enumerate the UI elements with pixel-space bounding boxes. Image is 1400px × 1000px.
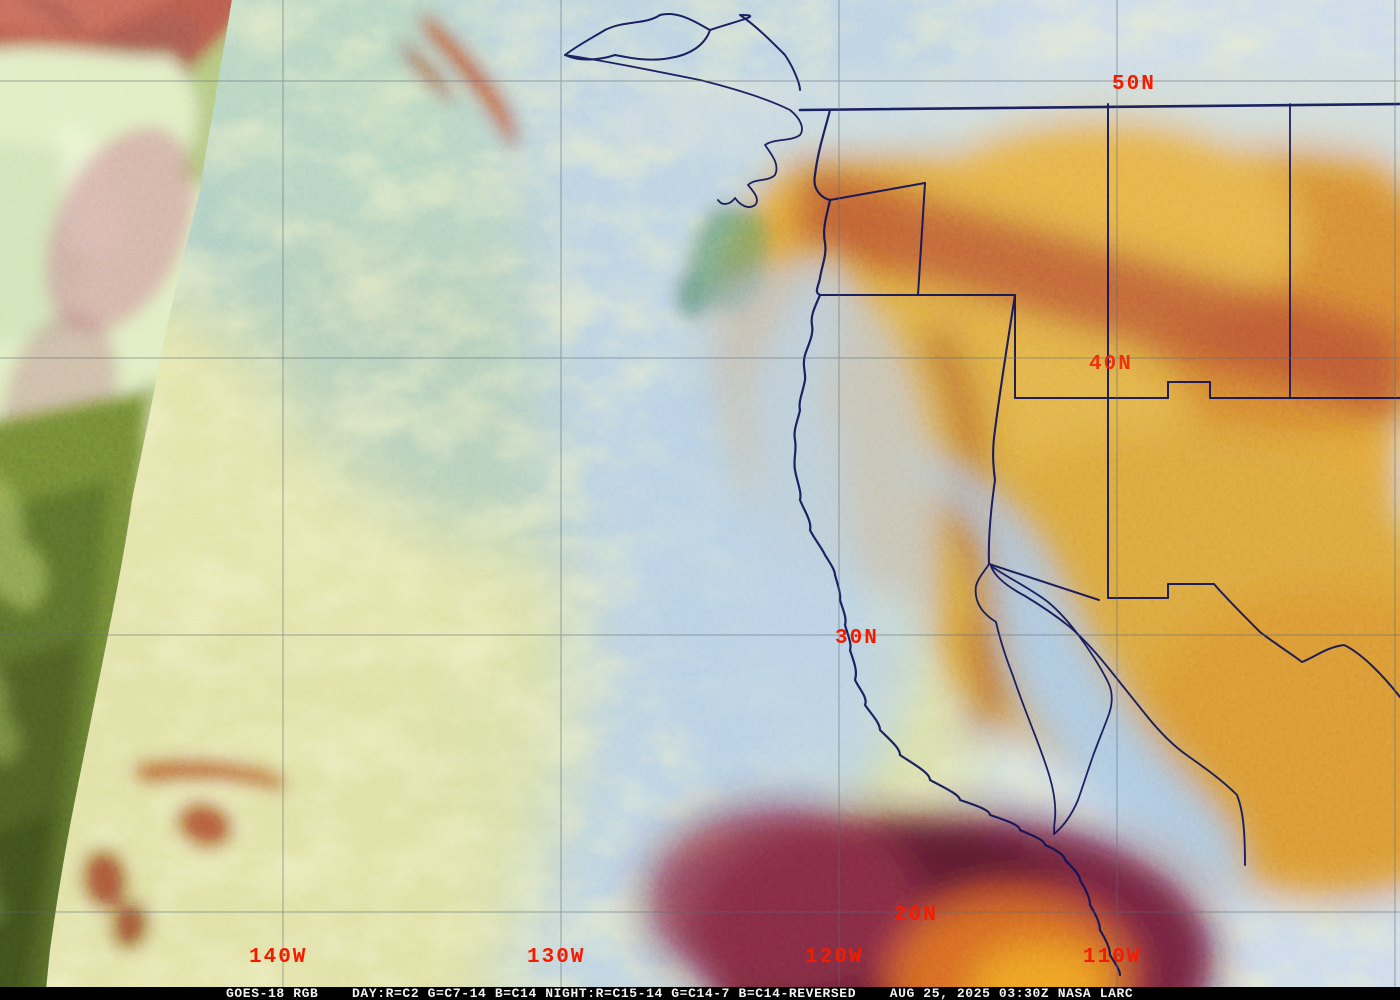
svg-text:140W: 140W <box>249 946 307 969</box>
svg-text:30N: 30N <box>835 627 879 650</box>
svg-text:40N: 40N <box>1089 353 1133 376</box>
svg-text:120W: 120W <box>805 946 863 969</box>
svg-text:130W: 130W <box>527 946 585 969</box>
svg-text:20N: 20N <box>894 904 938 927</box>
svg-text:110W: 110W <box>1083 946 1141 969</box>
svg-text:50N: 50N <box>1112 73 1156 96</box>
